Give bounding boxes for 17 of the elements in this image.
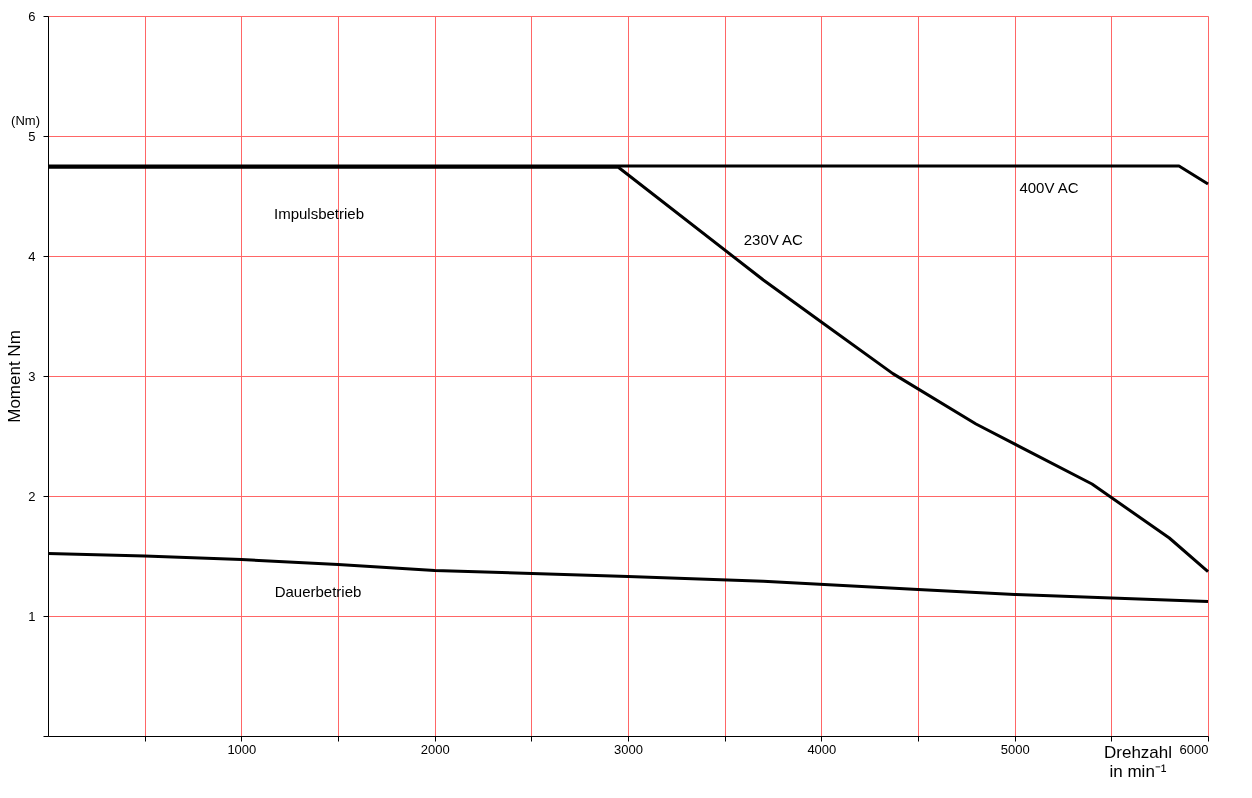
x-tick-label: 1000	[227, 741, 257, 757]
text: (Nm)	[11, 113, 40, 128]
series-label: 400V AC	[1019, 179, 1079, 196]
y-axis-title: Moment Nm	[5, 330, 25, 423]
x-tick-label: 4000	[807, 741, 837, 757]
x-tick-label: 6000	[1179, 741, 1209, 757]
x-tick-label: 5000	[1000, 741, 1030, 757]
x-axis-title: Drehzahl in min⁻¹	[1103, 743, 1173, 781]
series-label: 230V AC	[743, 231, 804, 248]
y-tick-label: 2	[28, 488, 36, 504]
x-tick-label: 2000	[420, 741, 450, 757]
y-tick-label: 6	[28, 8, 36, 24]
y-tick-label: 1	[28, 608, 36, 624]
x-tick-label: 3000	[614, 741, 643, 757]
y-tick-label: 3	[28, 368, 36, 384]
y-tick-label: 4	[28, 248, 36, 264]
y-tick-label: 5	[28, 128, 36, 144]
